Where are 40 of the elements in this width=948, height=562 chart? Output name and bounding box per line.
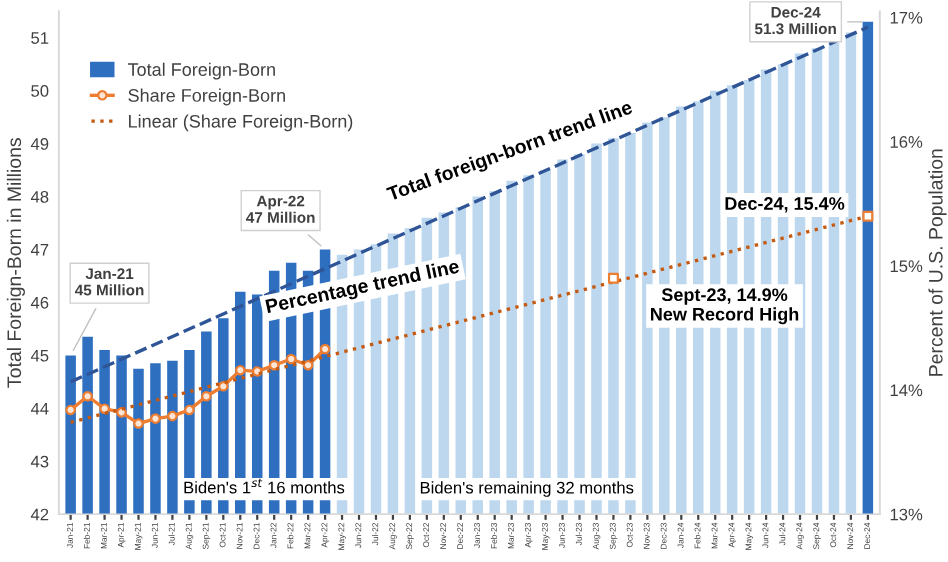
point xyxy=(302,359,314,371)
point xyxy=(285,353,297,365)
legend-label: Total Foreign-Born xyxy=(127,62,275,80)
point xyxy=(116,407,127,418)
point xyxy=(99,403,110,414)
y-tick-label: 50 xyxy=(31,85,49,97)
y2-tick-label: 16% xyxy=(890,136,923,148)
annotation: Biden's remaining 32 months xyxy=(420,481,634,497)
y-tick-label: 46 xyxy=(30,296,49,309)
y-tick-label: 42 xyxy=(30,508,49,521)
y-axis-title: Total Foreign-Born in Millions xyxy=(6,138,25,388)
y2-tick-label: 17% xyxy=(890,11,923,24)
legend-label: Linear (Share Foreign-Born) xyxy=(129,114,353,132)
y-tick-label: 47 xyxy=(30,244,49,256)
y2-tick-label: 13% xyxy=(890,508,923,521)
y-tick-label: 45 xyxy=(30,349,49,362)
point xyxy=(268,359,280,371)
y-tick-label: 49 xyxy=(30,138,49,150)
point xyxy=(201,390,212,402)
point xyxy=(65,404,76,416)
y-tick-label: 51 xyxy=(31,32,49,44)
y2-tick-label: 15% xyxy=(890,260,923,273)
point xyxy=(218,381,229,392)
point xyxy=(133,418,144,429)
point xyxy=(184,404,195,416)
data-label: Sept-23, 14.9% New Record High xyxy=(651,288,799,325)
y-tick-label: 44 xyxy=(30,402,49,415)
y-tick-label: 43 xyxy=(30,455,49,468)
point xyxy=(150,413,161,424)
annotation: Biden's 1$^{st}$ 16 months xyxy=(184,478,345,494)
y2-tick-label: 14% xyxy=(890,384,923,397)
point xyxy=(82,390,93,402)
y2-axis-title: Percent of U.S. Population xyxy=(928,149,947,376)
point xyxy=(319,343,331,355)
point xyxy=(167,410,178,422)
annotation: Percentage trend line xyxy=(265,258,461,318)
y-tick-label: 48 xyxy=(30,190,49,203)
point xyxy=(234,364,246,376)
legend-label: Share Foreign-Born xyxy=(128,88,285,106)
data-label: Dec-24, 15.4% xyxy=(725,197,845,213)
